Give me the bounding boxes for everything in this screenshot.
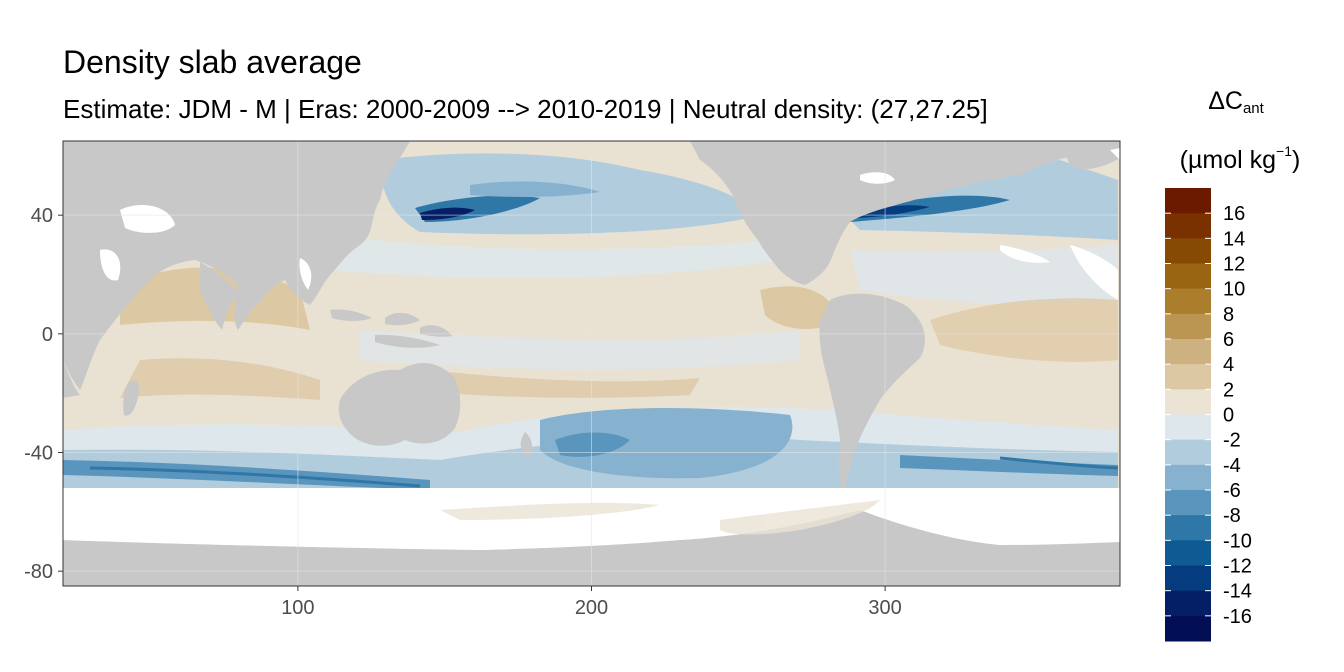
y-tick-label: -40 (24, 443, 53, 465)
legend-label: 16 (1223, 203, 1245, 225)
legend-label: 4 (1223, 354, 1234, 376)
legend-labels: 16 14 12 10 8 6 4 2 0 -2 -4 -6 -8 -10 -12 -14 -16 (1165, 203, 1252, 628)
legend-label: -6 (1223, 480, 1241, 502)
legend-unit-prefix: (µmol kg (1179, 146, 1277, 174)
legend-label: 12 (1223, 254, 1245, 276)
legend-swatch (1165, 615, 1211, 642)
chart-title: Density slab average (63, 44, 362, 80)
legend-label: 8 (1223, 304, 1234, 326)
x-tick-label: 300 (868, 597, 901, 619)
legend-swatch (1165, 238, 1211, 264)
land-madagascar (123, 380, 140, 416)
legend-title: ΔCant (µmol kg−1) (1160, 86, 1320, 175)
legend-label: 2 (1223, 379, 1234, 401)
legend-swatch (1165, 263, 1211, 290)
chart-subtitle: Estimate: JDM - M | Eras: 2000-2009 --> … (63, 94, 988, 124)
legend-swatch (1165, 213, 1211, 239)
legend-label: -4 (1223, 455, 1241, 477)
legend-title-sub: ant (1242, 100, 1264, 117)
antarctic-shelf (440, 500, 880, 535)
legend-label: 0 (1223, 405, 1234, 427)
legend-swatch (1165, 389, 1211, 415)
y-tick-label: -80 (24, 561, 53, 583)
legend-label: -12 (1223, 556, 1252, 578)
x-tick-label: 200 (575, 597, 608, 619)
legend-swatch (1165, 540, 1211, 566)
legend-swatch (1165, 288, 1211, 315)
x-tick-label: 100 (281, 597, 314, 619)
legend-label: -2 (1223, 430, 1241, 452)
legend-label: -14 (1223, 581, 1252, 603)
legend-swatch (1165, 414, 1211, 441)
legend-label: -10 (1223, 530, 1252, 552)
land-north-america (690, 141, 1120, 285)
legend-label: -16 (1223, 606, 1252, 628)
legend-label: 10 (1223, 279, 1245, 301)
legend-label: 6 (1223, 329, 1234, 351)
legend-swatch (1165, 439, 1211, 466)
land-eurasia-africa (63, 141, 410, 390)
legend-unit-sup: −1 (1276, 143, 1292, 159)
legend-swatch (1165, 464, 1211, 491)
legend-swatch (1165, 515, 1211, 541)
legend-unit-suffix: ) (1292, 146, 1301, 174)
legend-swatch (1165, 188, 1211, 214)
legend-swatch (1165, 490, 1211, 516)
legend-title-main: ΔC (1208, 87, 1243, 115)
y-tick-label: 40 (31, 205, 53, 227)
legend-swatch (1165, 339, 1211, 365)
land-australia (338, 363, 461, 446)
grid (63, 141, 1120, 586)
y-tick-label: 0 (42, 324, 53, 346)
legend-swatch (1165, 590, 1211, 617)
land-south-america (819, 293, 925, 498)
legend-swatch (1165, 313, 1211, 340)
legend-label: -8 (1223, 505, 1241, 527)
legend-swatch (1165, 364, 1211, 390)
legend-label: 14 (1223, 228, 1245, 250)
legend-swatch (1165, 565, 1211, 592)
legend-colorbar (1165, 188, 1211, 642)
